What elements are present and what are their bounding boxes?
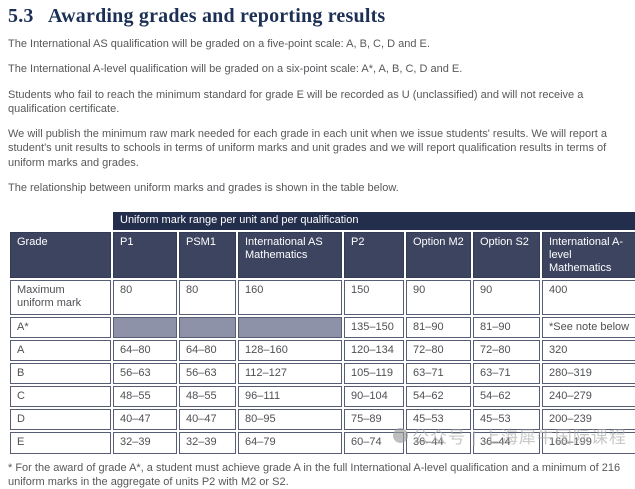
mark-range-cell: 54–62 [406, 386, 471, 408]
paragraph-reporting: We will publish the minimum raw mark nee… [8, 128, 608, 169]
column-header-p1: P1 [113, 231, 177, 279]
mark-range-cell: 48–55 [179, 386, 236, 408]
mark-range-cell: 36–44 [473, 432, 540, 454]
grade-cell: Maximum uniform mark [10, 280, 111, 315]
table-body: Maximum uniform mark 80 80 160 150 90 90 400 A* 1… [10, 280, 635, 454]
mark-range-cell: 128–160 [238, 339, 342, 361]
page-title: Awarding grades and reporting results [48, 5, 386, 27]
mark-range-cell: 72–80 [473, 339, 540, 361]
grade-cell: E [10, 432, 111, 454]
mark-range-cell [179, 316, 236, 338]
paragraph-table-intro: The relationship between uniform marks a… [8, 182, 399, 195]
table-row: Maximum uniform mark 80 80 160 150 90 90 400 [10, 280, 635, 315]
mark-range-cell: 36–44 [406, 432, 471, 454]
mark-range-cell: 90 [406, 280, 471, 315]
grade-cell: A* [10, 316, 111, 338]
column-header-option-s2: Option S2 [473, 231, 540, 279]
mark-range-cell [238, 316, 342, 338]
mark-range-cell: 90 [473, 280, 540, 315]
mark-range-cell: 64–80 [179, 339, 236, 361]
paragraph-unclassified: Students who fail to reach the minimum s… [8, 88, 584, 115]
mark-range-cell: 64–79 [238, 432, 342, 454]
column-header-p2: P2 [344, 231, 404, 279]
paragraph-alevel-scale: The International A-level qualification … [8, 63, 463, 76]
grade-cell: C [10, 386, 111, 408]
mark-range-cell: 54–62 [473, 386, 540, 408]
table-row: D 40–47 40–47 80–95 75–89 45–53 45–53 200–239 [10, 409, 635, 431]
mark-range-cell: 40–47 [113, 409, 177, 431]
mark-range-cell: 75–89 [344, 409, 404, 431]
uniform-mark-table: Uniform mark range per unit and per qual… [8, 210, 635, 455]
mark-range-cell: 45–53 [473, 409, 540, 431]
mark-range-cell: 72–80 [406, 339, 471, 361]
mark-range-cell: 63–71 [473, 362, 540, 385]
mark-range-cell: 48–55 [113, 386, 177, 408]
mark-range-cell: 81–90 [473, 316, 540, 338]
mark-range-cell: 63–71 [406, 362, 471, 385]
mark-range-cell: 240–279 [542, 386, 635, 408]
mark-range-cell [113, 316, 177, 338]
mark-range-cell: 105–119 [344, 362, 404, 385]
table-row: A 64–80 64–80 128–160 120–134 72–80 72–80 320 [10, 339, 635, 361]
mark-range-cell: 80 [179, 280, 236, 315]
mark-range-cell: 160 [238, 280, 342, 315]
mark-range-cell: 56–63 [113, 362, 177, 385]
mark-range-cell: *See note below [542, 316, 635, 338]
footnote: * For the award of grade A*, a student m… [8, 461, 621, 488]
table-row: C 48–55 48–55 96–111 90–104 54–62 54–62 240–279 [10, 386, 635, 408]
mark-range-cell: 150 [344, 280, 404, 315]
column-header-grade: Grade [10, 231, 111, 279]
section-heading: 5.3 Awarding grades and reporting results [8, 5, 627, 28]
mark-range-cell: 81–90 [406, 316, 471, 338]
paragraph-as-scale: The International AS qualification will … [8, 38, 430, 50]
mark-range-cell: 320 [542, 339, 635, 361]
grade-cell: D [10, 409, 111, 431]
mark-range-cell: 400 [542, 280, 635, 315]
table-span-header-row: Uniform mark range per unit and per qual… [10, 212, 635, 230]
table-column-header-row: Grade P1 PSM1 International AS Mathemati… [10, 231, 635, 279]
table-span-header: Uniform mark range per unit and per qual… [113, 212, 635, 230]
column-header-int-as-math: International AS Mathematics [238, 231, 342, 279]
mark-range-cell: 45–53 [406, 409, 471, 431]
mark-range-cell: 80–95 [238, 409, 342, 431]
mark-range-cell: 32–39 [113, 432, 177, 454]
mark-range-cell: 120–134 [344, 339, 404, 361]
mark-range-cell: 135–150 [344, 316, 404, 338]
mark-range-cell: 40–47 [179, 409, 236, 431]
mark-range-cell: 96–111 [238, 386, 342, 408]
table-row: A* 135–150 81–90 81–90 *See note below [10, 316, 635, 338]
column-header-psm1: PSM1 [179, 231, 236, 279]
mark-range-cell: 56–63 [179, 362, 236, 385]
mark-range-cell: 64–80 [113, 339, 177, 361]
grade-cell: B [10, 362, 111, 385]
table-row: B 56–63 56–63 112–127 105–119 63–71 63–71 280–3… [10, 362, 635, 385]
mark-range-cell: 32–39 [179, 432, 236, 454]
mark-range-cell: 80 [113, 280, 177, 315]
grade-cell: A [10, 339, 111, 361]
mark-range-cell: 112–127 [238, 362, 342, 385]
mark-range-cell: 90–104 [344, 386, 404, 408]
section-number: 5.3 [8, 5, 34, 27]
mark-range-cell: 60–74 [344, 432, 404, 454]
table-row: E 32–39 32–39 64–79 60–74 36–44 36–44 160–199 [10, 432, 635, 454]
mark-range-cell: 160–199 [542, 432, 635, 454]
column-header-option-m2: Option M2 [406, 231, 471, 279]
table-corner-blank [10, 212, 111, 229]
column-header-int-alevel-math: International A-level Mathematics [542, 231, 635, 279]
mark-range-cell: 280–319 [542, 362, 635, 385]
mark-range-cell: 200–239 [542, 409, 635, 431]
